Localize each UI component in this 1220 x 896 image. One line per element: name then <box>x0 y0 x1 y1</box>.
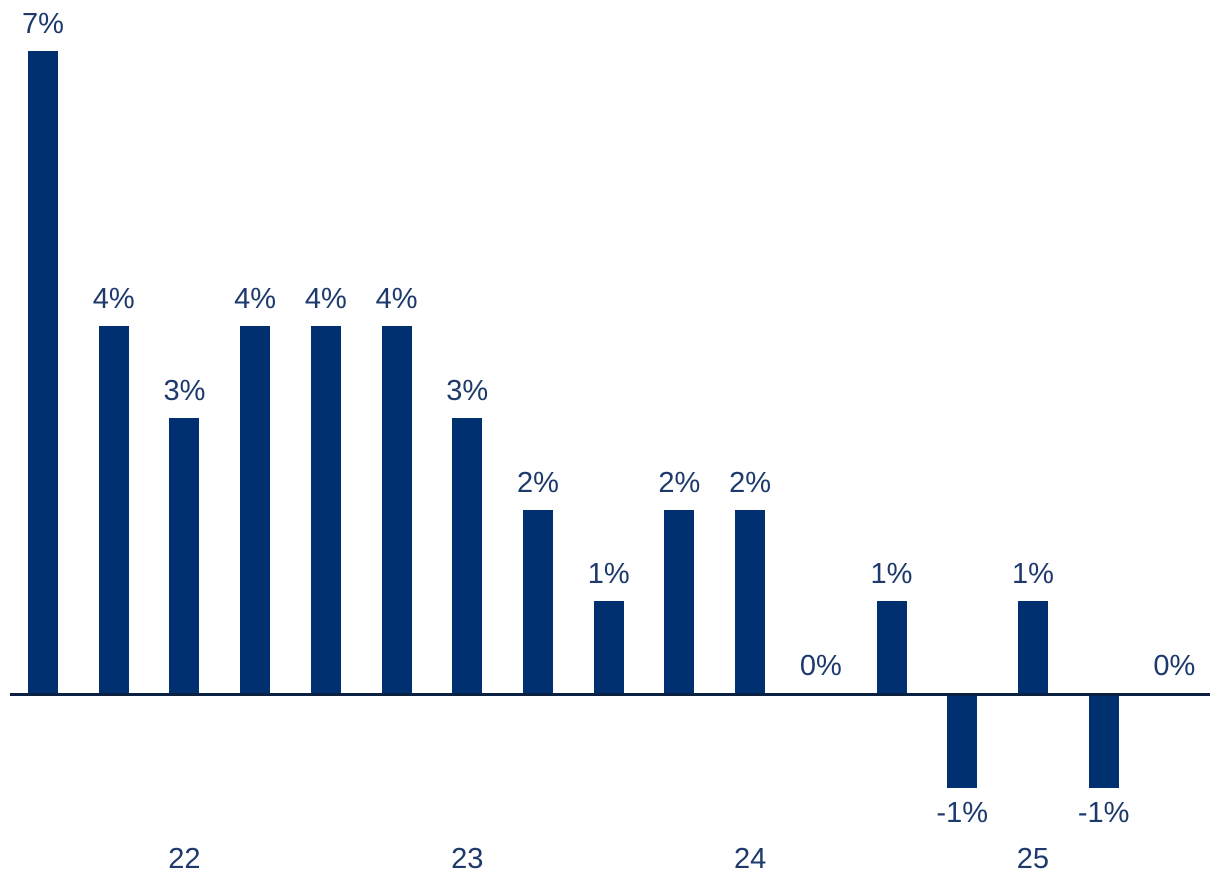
x-axis-year-label: 25 <box>1016 843 1050 875</box>
bar-value-label: 1% <box>870 558 913 591</box>
bar-value-label: 2% <box>729 466 772 499</box>
bar <box>735 509 766 693</box>
bar <box>28 51 58 693</box>
bar <box>593 601 624 693</box>
bar <box>947 696 978 788</box>
bar <box>452 417 483 693</box>
bar-value-label: 4% <box>375 283 418 316</box>
bar-value-label: 3% <box>446 374 489 407</box>
bar-value-label: 1% <box>587 558 630 591</box>
bar-value-label: -1% <box>1077 796 1130 829</box>
x-axis-year-label: 23 <box>451 843 484 875</box>
bar <box>98 326 129 693</box>
bar-value-label: 4% <box>92 283 135 316</box>
bar-value-label: -1% <box>936 796 988 829</box>
bar <box>876 601 907 693</box>
bar-value-label: 4% <box>304 283 347 316</box>
bar <box>310 326 341 693</box>
x-axis-year-label: 24 <box>733 843 767 875</box>
bar-value-label: 1% <box>1011 558 1054 591</box>
bar <box>664 509 695 693</box>
bar <box>381 326 412 693</box>
bar-value-label: 2% <box>658 466 701 499</box>
bar-value-label: 2% <box>517 466 559 499</box>
bar <box>1088 696 1119 788</box>
bar <box>169 417 200 693</box>
bar-value-label: 3% <box>163 374 206 407</box>
bar-value-label: 4% <box>234 283 277 316</box>
bar-value-label: 0% <box>799 650 842 682</box>
bar-value-label: 0% <box>1153 650 1196 682</box>
x-axis-line <box>10 693 1210 696</box>
bar-value-label: 7% <box>22 8 64 41</box>
x-axis-year-label: 22 <box>168 843 201 875</box>
bar <box>1017 601 1048 693</box>
bar <box>240 326 271 693</box>
bar <box>522 509 553 693</box>
